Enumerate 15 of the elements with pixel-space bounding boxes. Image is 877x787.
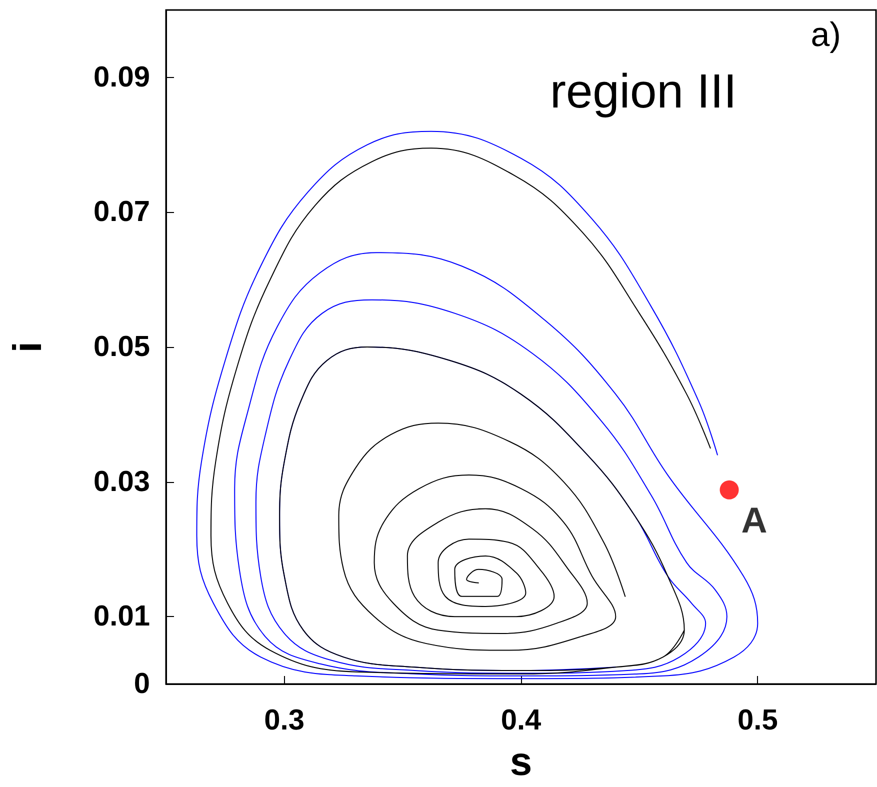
y-tick-label: 0.09 bbox=[94, 61, 150, 94]
y-tick-label: 0.03 bbox=[94, 466, 150, 498]
annotation: a) bbox=[810, 16, 842, 54]
y-tick-label: 0.01 bbox=[94, 600, 150, 633]
y-tick-label: 0 bbox=[134, 668, 150, 700]
y-tick-label: 0.07 bbox=[94, 196, 150, 228]
y-axis-title: i bbox=[6, 341, 50, 353]
x-tick-label: 0.3 bbox=[264, 704, 304, 736]
line-series bbox=[338, 422, 626, 651]
annotation: A bbox=[741, 499, 768, 540]
x-axis-title: s bbox=[510, 740, 532, 784]
x-tick-label: 0.5 bbox=[738, 704, 778, 736]
y-tick-label: 0.05 bbox=[94, 331, 150, 363]
x-tick-label: 0.4 bbox=[500, 704, 542, 736]
annotation: region III bbox=[550, 66, 737, 118]
